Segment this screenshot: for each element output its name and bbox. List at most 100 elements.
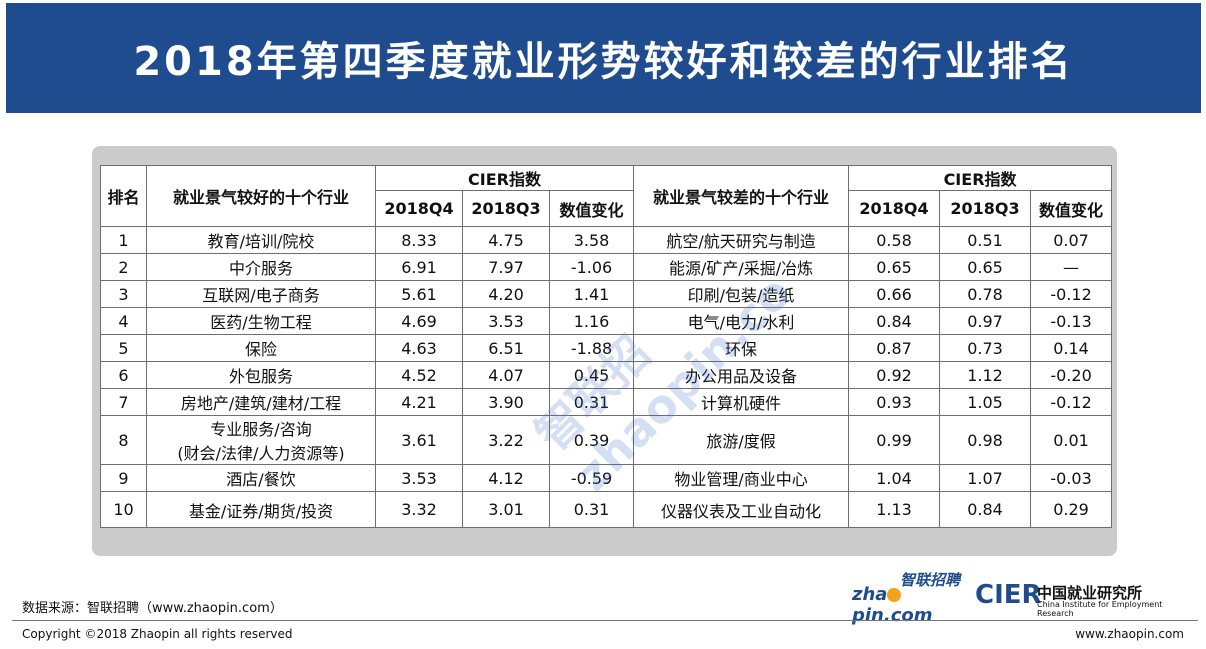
- bad-q4-cell: 0.58: [848, 226, 941, 254]
- good-q4-cell: 3.53: [375, 464, 463, 492]
- good-industry-cell: 酒店/餐饮: [146, 464, 376, 492]
- table-row: 8 专业服务/咨询 (财会/法律/人力资源等) 3.61 3.22 0.39 旅…: [100, 415, 1113, 465]
- good-industry-cell: 医药/生物工程: [146, 307, 376, 335]
- bad-industry-cell: 计算机硬件: [633, 388, 850, 416]
- rank-cell: 7: [100, 388, 147, 416]
- header-rank: 排名: [100, 165, 147, 227]
- table-row: 1 教育/培训/院校 8.33 4.75 3.58 航空/航天研究与制造 0.5…: [100, 226, 1113, 254]
- good-industry-line2: (财会/法律/人力资源等): [177, 444, 345, 463]
- good-q3-cell: 3.53: [462, 307, 550, 335]
- zhaopin-logo-en-a: zha: [852, 584, 888, 605]
- good-industry-cell: 外包服务: [146, 361, 376, 389]
- good-change-cell: 0.31: [548, 388, 635, 416]
- good-q4-cell: 5.61: [375, 280, 463, 308]
- table-row: 5 保险 4.63 6.51 -1.88 环保 0.87 0.73 0.14: [100, 334, 1113, 362]
- header-good-industry: 就业景气较好的十个行业: [146, 165, 376, 227]
- bad-q4-cell: 0.84: [848, 307, 941, 335]
- bad-q3-cell: 0.65: [939, 253, 1032, 281]
- good-q3-cell: 6.51: [462, 334, 550, 362]
- table-row: 3 互联网/电子商务 5.61 4.20 1.41 印刷/包装/造纸 0.66 …: [100, 280, 1113, 308]
- bad-industry-cell: 航空/航天研究与制造: [633, 226, 850, 254]
- good-industry-cell: 基金/证券/期货/投资: [146, 491, 376, 528]
- good-industry-cell: 中介服务: [146, 253, 376, 281]
- bad-q3-cell: 1.07: [939, 464, 1032, 492]
- bad-industry-cell: 电气/电力/水利: [633, 307, 850, 335]
- bad-change-cell: —: [1030, 253, 1113, 281]
- bad-industry-cell: 仪器仪表及工业自动化: [633, 491, 850, 528]
- good-q4-cell: 6.91: [375, 253, 463, 281]
- good-industry-cell: 保险: [146, 334, 376, 362]
- rank-cell: 6: [100, 361, 147, 389]
- bad-change-cell: 0.29: [1030, 491, 1113, 528]
- footer-divider: [12, 620, 1198, 621]
- bad-q4-cell: 1.13: [848, 491, 941, 528]
- footer-url: www.zhaopin.com: [1075, 627, 1184, 641]
- bad-change-cell: 0.14: [1030, 334, 1113, 362]
- table-row: 2 中介服务 6.91 7.97 -1.06 能源/矿产/采掘/冶炼 0.65 …: [100, 253, 1113, 281]
- good-change-cell: 0.31: [548, 491, 635, 528]
- cier-logo-cn: 中国就业研究所: [1037, 584, 1143, 602]
- bad-industry-cell: 印刷/包装/造纸: [633, 280, 850, 308]
- good-q3-cell: 3.90: [462, 388, 550, 416]
- header-good-change: 数值变化: [548, 190, 635, 227]
- bad-q3-cell: 0.73: [939, 334, 1032, 362]
- good-change-cell: 3.58: [548, 226, 635, 254]
- good-q4-cell: 4.21: [375, 388, 463, 416]
- bad-industry-cell: 能源/矿产/采掘/冶炼: [633, 253, 850, 281]
- good-q3-cell: 3.22: [462, 415, 550, 465]
- good-industry-cell: 教育/培训/院校: [146, 226, 376, 254]
- good-change-cell: -1.06: [548, 253, 635, 281]
- header-bad-q3: 2018Q3: [939, 190, 1032, 227]
- bad-industry-cell: 办公用品及设备: [633, 361, 850, 389]
- bad-change-cell: -0.12: [1030, 388, 1113, 416]
- header-bad-q4: 2018Q4: [848, 190, 941, 227]
- good-q3-cell: 3.01: [462, 491, 550, 528]
- good-change-cell: -0.59: [548, 464, 635, 492]
- good-industry-cell: 专业服务/咨询 (财会/法律/人力资源等): [146, 415, 376, 465]
- bad-q3-cell: 1.12: [939, 361, 1032, 389]
- rank-cell: 5: [100, 334, 147, 362]
- bad-industry-cell: 环保: [633, 334, 850, 362]
- rank-cell: 8: [100, 415, 147, 465]
- header-cier-bad: CIER指数: [848, 165, 1113, 191]
- bad-industry-cell: 物业管理/商业中心: [633, 464, 850, 492]
- rank-cell: 4: [100, 307, 147, 335]
- bad-change-cell: -0.03: [1030, 464, 1113, 492]
- good-change-cell: -1.88: [548, 334, 635, 362]
- copyright: Copyright ©2018 Zhaopin all rights reser…: [22, 627, 293, 641]
- good-change-cell: 1.16: [548, 307, 635, 335]
- cier-logo-en: China Institute for Employment Research: [1037, 600, 1163, 618]
- header-bad-industry: 就业景气较差的十个行业: [633, 165, 850, 227]
- bad-q4-cell: 0.92: [848, 361, 941, 389]
- bad-q4-cell: 0.87: [848, 334, 941, 362]
- table-row: 6 外包服务 4.52 4.07 0.45 办公用品及设备 0.92 1.12 …: [100, 361, 1113, 389]
- bad-q3-cell: 0.78: [939, 280, 1032, 308]
- bad-q3-cell: 0.97: [939, 307, 1032, 335]
- table-row: 9 酒店/餐饮 3.53 4.12 -0.59 物业管理/商业中心 1.04 1…: [100, 464, 1113, 492]
- good-industry-line1: 专业服务/咨询: [210, 420, 312, 439]
- good-q3-cell: 7.97: [462, 253, 550, 281]
- bad-change-cell: 0.07: [1030, 226, 1113, 254]
- good-change-cell: 0.39: [548, 415, 635, 465]
- good-q4-cell: 8.33: [375, 226, 463, 254]
- good-q4-cell: 4.69: [375, 307, 463, 335]
- good-q4-cell: 3.61: [375, 415, 463, 465]
- bad-q3-cell: 1.05: [939, 388, 1032, 416]
- page-title: 2018年第四季度就业形势较好和较差的行业排名: [133, 39, 1074, 85]
- header-bad-change: 数值变化: [1030, 190, 1113, 227]
- good-q4-cell: 4.63: [375, 334, 463, 362]
- good-change-cell: 0.45: [548, 361, 635, 389]
- cier-logo-mark: CIER: [975, 580, 1042, 610]
- header-good-q4: 2018Q4: [375, 190, 463, 227]
- header-good-q3: 2018Q3: [462, 190, 550, 227]
- table-row: 4 医药/生物工程 4.69 3.53 1.16 电气/电力/水利 0.84 0…: [100, 307, 1113, 335]
- bad-q4-cell: 0.99: [848, 415, 941, 465]
- bad-q3-cell: 0.51: [939, 226, 1032, 254]
- bad-q4-cell: 0.93: [848, 388, 941, 416]
- rank-cell: 3: [100, 280, 147, 308]
- bad-q3-cell: 0.98: [939, 415, 1032, 465]
- data-source: 数据来源：智联招聘（www.zhaopin.com）: [22, 601, 283, 616]
- zhaopin-logo-cn: 智联招聘: [900, 571, 961, 589]
- industry-ranking-table: 排名 就业景气较好的十个行业 CIER指数 就业景气较差的十个行业 CIER指数…: [100, 165, 1113, 528]
- bad-change-cell: -0.20: [1030, 361, 1113, 389]
